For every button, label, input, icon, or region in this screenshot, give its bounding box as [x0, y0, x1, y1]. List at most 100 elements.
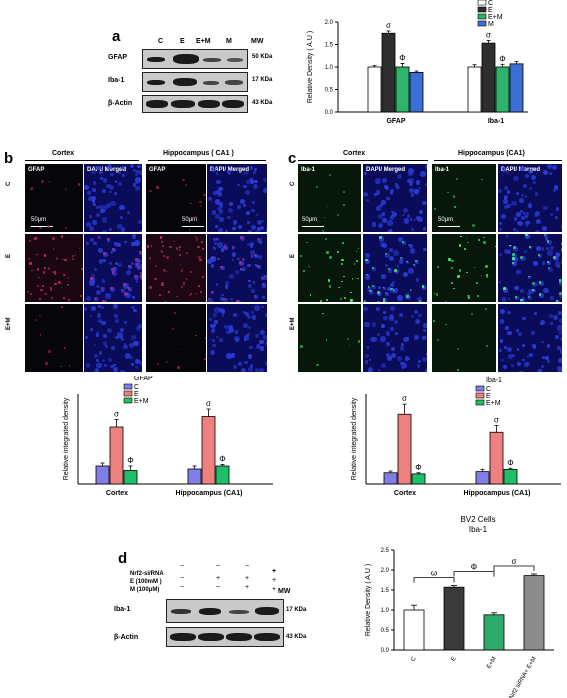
panel-c-row-c: C: [290, 181, 296, 186]
significance-marker: σ: [486, 30, 491, 39]
y-tick-label: 2.5: [381, 548, 390, 554]
y-tick-label: 0.0: [325, 110, 334, 116]
blot-mw-header: MW: [251, 38, 264, 45]
legend-label: E+M: [486, 400, 501, 407]
micrograph-b-em-merged-hippo: [207, 304, 267, 372]
sign-e-3: +: [245, 575, 250, 582]
bar: [503, 468, 518, 485]
bar: [383, 472, 398, 485]
panel-c-row-em: E+M: [290, 317, 296, 330]
legend-label: E+M: [488, 14, 503, 21]
legend-swatch: [123, 397, 133, 404]
sign-m-1: −: [180, 584, 185, 591]
x-category-label: Hippocampus (CA1): [176, 490, 243, 497]
sign-m-2: −: [216, 584, 221, 591]
sign-m-3: +: [245, 584, 250, 591]
legend-label: C: [134, 384, 139, 391]
y-tick-label: 0.5: [325, 88, 334, 94]
y-axis-label: Relative integrated density: [351, 397, 358, 480]
legend-label: E: [488, 7, 493, 14]
y-tick-label: 1.5: [325, 43, 334, 49]
y-tick-label: 0.0: [381, 648, 390, 654]
x-category-label: Cortex: [106, 490, 128, 497]
panel-c-label: c: [288, 150, 297, 167]
panel-d-label: d: [118, 550, 128, 567]
sign-m-4: +: [272, 586, 277, 593]
x-category-label: Nrf2 siRNA+ E+M: [509, 656, 538, 698]
legend-label: M: [488, 21, 494, 28]
cond-m: M (100μM): [130, 587, 160, 593]
micrograph-b-e-gfap-cortex: [25, 234, 83, 302]
significance-bracket: [453, 571, 495, 577]
panel-c-header-line-cortex: [298, 160, 428, 161]
y-axis-label: Relative Density ( A.U ): [307, 31, 314, 103]
micrograph-c-c-merged-cortex: DAPI/ Merged: [363, 164, 427, 232]
bar: [403, 609, 425, 651]
significance-marker: σ: [494, 416, 499, 425]
sign-nrf2-4: +: [272, 568, 277, 575]
micrograph-b-c-merged-hippo: DAPI/ Merged: [207, 164, 267, 232]
y-tick-label: 1.0: [325, 65, 334, 71]
micrograph-b-c-merged-cortex: DAPI/ Merged: [84, 164, 142, 232]
micrograph-b-e-gfap-hippo: [146, 234, 206, 302]
y-axis-label: Relative integrated density: [63, 397, 70, 480]
blot-lane-c: C: [158, 38, 164, 45]
bar: [95, 465, 110, 485]
significance-marker: σ: [206, 399, 211, 408]
significance-marker: σ: [114, 410, 119, 419]
legend-swatch: [477, 6, 487, 13]
d-strip-actin: [166, 627, 284, 647]
significance-marker: Φ: [471, 563, 477, 572]
micrograph-b-c-gfap-hippo: GFAP 50μm: [146, 164, 206, 232]
bar: [187, 468, 202, 485]
bar: [483, 614, 505, 651]
panel-b-label: b: [4, 150, 14, 167]
significance-bracket: [493, 565, 535, 571]
chart-d-title: BV2 Cells: [460, 515, 495, 524]
significance-marker: Φ: [507, 458, 513, 467]
blot-lane-e: E: [180, 38, 185, 45]
bar: [467, 66, 482, 113]
micrograph-c-e-iba1-hippo: [432, 234, 496, 302]
significance-marker: Φ: [415, 463, 421, 472]
blot-lane-m: M: [226, 38, 232, 45]
legend-label: E: [134, 391, 139, 398]
significance-marker: Φ: [219, 455, 225, 464]
chart-a: 0.0 0.5 1.0 1.5 2.0 Relative Density ( A.U ) σ…: [307, 0, 528, 125]
blot-mw-actin: 43 KDa: [252, 100, 273, 106]
cond-nrf2: Nrf2-si/RNA: [130, 571, 164, 577]
panel-c-header-hippo: Hippocampus (CA1): [458, 150, 525, 157]
micrograph-b-em-gfap-cortex: [25, 304, 83, 372]
micrograph-c-em-iba1-hippo: [432, 304, 496, 372]
legend-label: C: [486, 386, 491, 393]
sign-e-4: +: [272, 577, 277, 584]
x-category-label: GFAP: [386, 118, 405, 125]
bar: [123, 470, 138, 485]
significance-marker: Φ: [499, 54, 505, 63]
bar: [215, 465, 230, 485]
micrograph-b-e-merged-hippo: [207, 234, 267, 302]
y-tick-label: 1.5: [381, 588, 390, 594]
bar: [489, 431, 504, 485]
y-tick-label: 0.5: [381, 628, 390, 634]
panel-b-row-c: C: [6, 181, 12, 186]
bar: [201, 416, 216, 485]
panel-b-header-line-cortex: [25, 160, 139, 161]
blot-mw-iba1: 17 KDa: [252, 77, 273, 83]
y-tick-label: 2.0: [381, 568, 390, 574]
bar: [495, 66, 510, 113]
x-category-label: Iba-1: [488, 118, 504, 125]
sign-e-1: −: [180, 575, 185, 582]
micrograph-c-c-merged-hippo: DAPI/ Merged: [498, 164, 562, 232]
sign-nrf2-3: −: [245, 563, 250, 570]
bar: [381, 32, 396, 113]
panel-b-row-em: E+M: [6, 317, 12, 330]
x-category-label: E: [451, 656, 458, 662]
panel-b-header-hippo: Hippocampus ( CA1 ): [163, 150, 234, 157]
bar: [109, 426, 124, 485]
d-mw-iba1: 17 KDa: [286, 607, 307, 613]
legend-title: Iba-1: [486, 377, 502, 384]
sign-nrf2-2: −: [216, 563, 221, 570]
y-tick-label: 1.0: [381, 608, 390, 614]
